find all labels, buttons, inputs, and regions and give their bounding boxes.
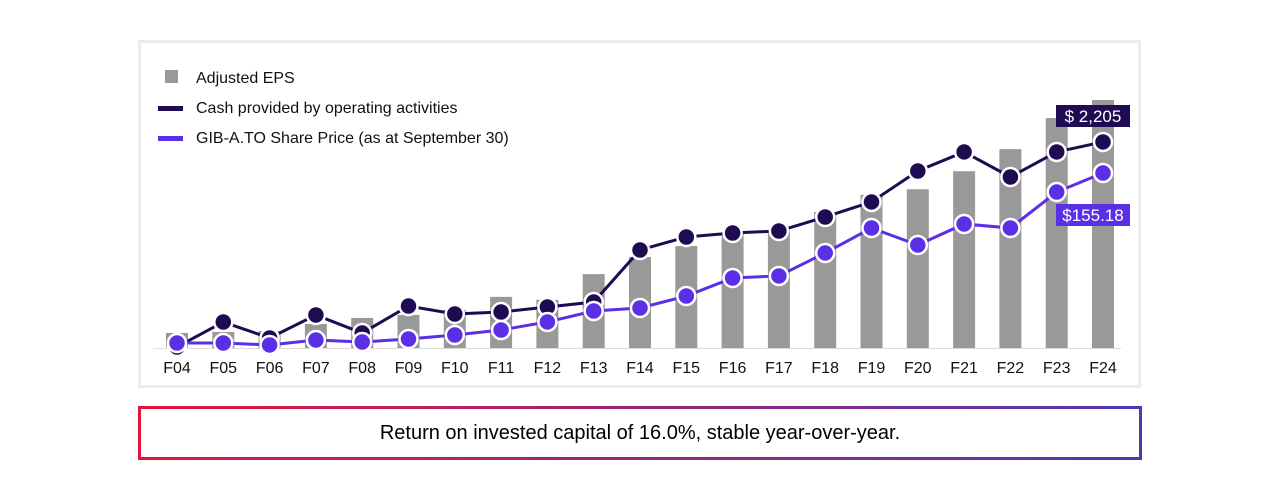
cash-point [814, 206, 836, 228]
chart-card: F04 F05 F06 F07 F08 F09 F10 F11 F12 F13 F14 F15 F16 F… [138, 40, 1141, 388]
x-tick-label: F06 [256, 360, 284, 377]
eps-bar [999, 149, 1022, 348]
share-price-point [722, 267, 743, 289]
x-tick-label: F12 [534, 360, 562, 377]
cash-point [444, 303, 466, 325]
x-tick-label: F18 [811, 360, 839, 377]
legend-price-swatch [158, 136, 183, 141]
x-tick-label: F09 [395, 360, 423, 377]
cash-point [213, 311, 234, 333]
share-price-point [953, 213, 975, 235]
cash-point [1092, 131, 1114, 153]
x-tick-label: F20 [904, 360, 932, 377]
eps-bar [721, 233, 744, 348]
cash-point [305, 304, 327, 326]
x-tick-label: F14 [626, 360, 654, 377]
cash-point [629, 239, 651, 261]
legend: Adjusted EPS Cash provided by operating a… [158, 70, 509, 147]
share-price-point [490, 319, 512, 341]
x-tick-label: F16 [719, 360, 747, 377]
cash-end-label: $ 2,205 [1056, 105, 1130, 127]
cash-point [861, 191, 882, 213]
cash-point [490, 301, 512, 323]
share-price-point [1000, 217, 1021, 239]
share-price-point [583, 300, 604, 322]
share-price-point [259, 334, 280, 356]
x-tick-label: F15 [673, 360, 701, 377]
share-price-end-label-bg [1056, 204, 1130, 226]
share-price-point [768, 265, 790, 287]
share-price-point [537, 311, 558, 333]
roi-callout: Return on invested capital of 16.0%, sta… [138, 406, 1142, 460]
cash-end-label-bg [1056, 105, 1130, 127]
x-tick-label: F08 [348, 360, 376, 377]
share-price-point [676, 285, 697, 307]
eps-bar [767, 230, 790, 348]
cash-end-label-text: $ 2,205 [1065, 107, 1122, 126]
legend-eps-swatch [165, 70, 178, 83]
legend-cash-swatch [158, 106, 183, 111]
share-price-point [351, 331, 373, 353]
x-tick-label: F05 [210, 360, 238, 377]
share-price-point [398, 328, 419, 350]
share-price-point [166, 332, 188, 354]
x-tick-label: F04 [163, 360, 191, 377]
x-tick-label: F22 [997, 360, 1025, 377]
eps-bar [1045, 118, 1068, 348]
share-price-point [814, 242, 836, 264]
share-price-point [305, 329, 327, 351]
share-price-point [907, 234, 929, 256]
share-price-point [1092, 162, 1114, 184]
eps-bar [814, 211, 837, 348]
share-price-point [444, 324, 466, 346]
roi-text: Return on invested capital of 16.0%, sta… [141, 409, 1139, 457]
x-tick-label: F21 [950, 360, 978, 377]
x-tick-label: F11 [488, 360, 514, 377]
share-price-point [213, 332, 234, 354]
x-tick-label: F17 [765, 360, 793, 377]
eps-bar [906, 189, 929, 348]
x-tick-label: F23 [1043, 360, 1071, 377]
eps-bar [953, 171, 976, 348]
share-price-end-label: $155.18 [1056, 204, 1130, 226]
legend-label: Adjusted EPS [196, 70, 295, 87]
cash-point [676, 226, 697, 248]
chart: F04 F05 F06 F07 F08 F09 F10 F11 F12 F13 F14 F15 F16 F… [153, 70, 1130, 377]
x-tick-label: F07 [302, 360, 330, 377]
x-tick-label: F24 [1089, 360, 1117, 377]
x-tick-label: F10 [441, 360, 469, 377]
x-tick-label: F13 [580, 360, 608, 377]
share-price-point [629, 297, 651, 319]
legend-label: GIB-A.TO Share Price (as at September 30… [196, 130, 509, 147]
legend-label: Cash provided by operating activities [196, 100, 457, 117]
cash-point [1000, 166, 1021, 188]
cash-point [398, 295, 419, 317]
cash-point [953, 141, 975, 163]
cash-point [907, 160, 929, 182]
cash-point [722, 222, 743, 244]
cash-point [768, 220, 790, 242]
x-tick-label: F19 [858, 360, 886, 377]
cash-point [1046, 141, 1067, 163]
share-price-end-label-text: $155.18 [1062, 206, 1123, 225]
share-price-point [1046, 181, 1067, 203]
share-price-point [861, 217, 882, 239]
